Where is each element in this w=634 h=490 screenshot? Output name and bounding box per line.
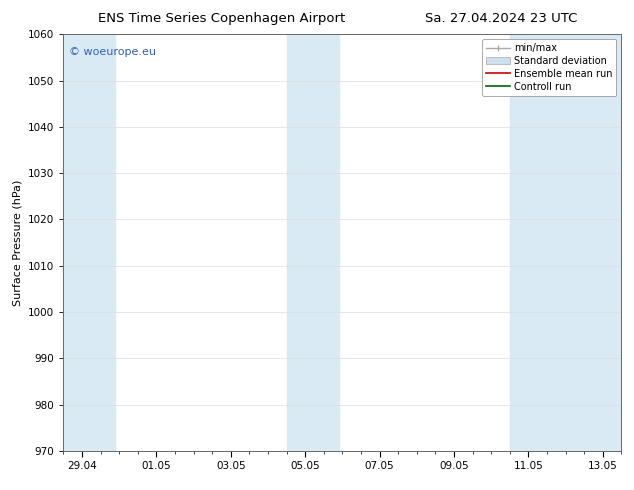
- Bar: [510, 34, 621, 451]
- Text: © woeurope.eu: © woeurope.eu: [69, 47, 156, 57]
- Bar: [287, 34, 339, 451]
- Legend: min/max, Standard deviation, Ensemble mean run, Controll run: min/max, Standard deviation, Ensemble me…: [482, 39, 616, 96]
- Y-axis label: Surface Pressure (hPa): Surface Pressure (hPa): [13, 179, 23, 306]
- Bar: [63, 34, 115, 451]
- Text: Sa. 27.04.2024 23 UTC: Sa. 27.04.2024 23 UTC: [425, 12, 577, 25]
- Text: ENS Time Series Copenhagen Airport: ENS Time Series Copenhagen Airport: [98, 12, 346, 25]
